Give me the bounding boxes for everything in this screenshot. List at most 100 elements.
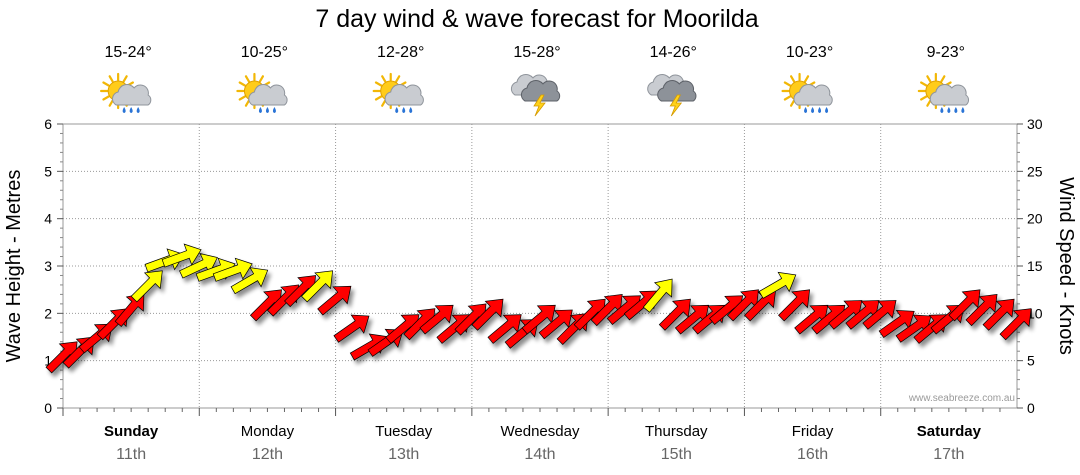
left-tick-label: 2 bbox=[44, 305, 52, 321]
rain-drop bbox=[961, 107, 965, 113]
sun-cloud-rain-icon bbox=[236, 72, 288, 113]
rain-drop bbox=[395, 107, 399, 113]
rain-drop bbox=[954, 107, 958, 113]
day-name-label: Saturday bbox=[917, 423, 982, 440]
sun-cloud-heavy-rain-icon bbox=[917, 72, 970, 113]
wind-arrow bbox=[230, 267, 269, 295]
rain-drop bbox=[804, 107, 808, 113]
wind-arrow bbox=[658, 298, 691, 331]
rain-drop bbox=[265, 107, 269, 113]
cloud bbox=[929, 84, 970, 106]
sun-ray bbox=[803, 75, 810, 83]
wind-arrow bbox=[674, 304, 710, 335]
wind-arrow bbox=[487, 314, 522, 344]
day-name-label: Monday bbox=[241, 423, 295, 440]
rain-drop bbox=[122, 107, 126, 113]
rain-drop bbox=[825, 107, 829, 113]
right-axis-label: Wind Speed - Knots bbox=[1055, 177, 1077, 355]
wind-arrow bbox=[794, 304, 829, 335]
sun-cloud-rain-icon bbox=[372, 72, 424, 113]
cloud bbox=[657, 80, 697, 102]
rain-drop bbox=[947, 107, 951, 113]
wind-arrow bbox=[862, 300, 897, 330]
sun-ray bbox=[108, 75, 114, 83]
left-tick-label: 0 bbox=[44, 400, 52, 416]
sun-ray bbox=[238, 95, 247, 101]
wind-arrow bbox=[333, 314, 370, 343]
sun-ray bbox=[920, 81, 928, 87]
day-temperature: 15-24° bbox=[104, 44, 151, 61]
wind-arrow bbox=[965, 294, 998, 327]
wind-arrow bbox=[758, 271, 797, 299]
wind-arrow bbox=[982, 298, 1015, 331]
right-tick-label: 5 bbox=[1027, 353, 1035, 369]
wind-arrow bbox=[301, 270, 334, 303]
rain-drop bbox=[811, 107, 815, 113]
day-date-label: 14th bbox=[524, 446, 555, 463]
day-temperature: 10-23° bbox=[786, 44, 833, 61]
rain-drop bbox=[818, 107, 822, 113]
sun-ray bbox=[108, 99, 114, 107]
rain-drop bbox=[940, 107, 944, 113]
cloud bbox=[248, 84, 288, 106]
left-tick-label: 4 bbox=[44, 211, 52, 227]
rain-drop bbox=[258, 107, 262, 113]
wind-arrow bbox=[130, 270, 163, 303]
day-date-label: 16th bbox=[797, 446, 828, 463]
rain-drop bbox=[409, 107, 413, 113]
left-axis-label: Wave Height - Metres bbox=[3, 170, 25, 363]
left-tick-label: 1 bbox=[44, 353, 52, 369]
watermark: www.seabreeze.com.au bbox=[908, 393, 1015, 404]
day-temperature: 12-28° bbox=[377, 44, 424, 61]
wind-arrow bbox=[642, 278, 673, 313]
right-tick-label: 30 bbox=[1027, 116, 1043, 132]
right-tick-label: 0 bbox=[1027, 400, 1035, 416]
chart-title: 7 day wind & wave forecast for Moorilda bbox=[315, 5, 758, 33]
sun-ray bbox=[374, 81, 383, 87]
wind-arrows bbox=[45, 243, 1032, 374]
sun-ray bbox=[244, 75, 251, 83]
wind-arrow bbox=[317, 285, 352, 316]
day-date-label: 11th bbox=[116, 446, 146, 463]
sun-ray bbox=[920, 95, 928, 101]
wind-arrow bbox=[726, 289, 759, 322]
day-date-label: 12th bbox=[252, 446, 283, 463]
x-axis: Sunday 11th Monday 12th Tuesday 13th Wednesday… bbox=[62, 408, 1001, 463]
day-name-label: Thursday bbox=[645, 423, 708, 440]
rain-drop bbox=[136, 107, 140, 113]
cloud bbox=[384, 84, 424, 106]
day-name-label: Sunday bbox=[104, 423, 159, 440]
day-date-label: 15th bbox=[661, 446, 692, 463]
sun-ray bbox=[102, 95, 110, 101]
left-axis: 0 1 2 3 4 5 6 bbox=[44, 116, 63, 416]
day-temperature: 14-26° bbox=[650, 44, 697, 61]
wind-arrow bbox=[590, 294, 623, 327]
sun-ray bbox=[374, 95, 383, 101]
sun-ray bbox=[926, 75, 932, 83]
sun-ray bbox=[940, 75, 946, 83]
wind-arrow bbox=[419, 304, 454, 335]
cloud bbox=[793, 84, 833, 106]
day-temperature: 15-28° bbox=[513, 44, 560, 61]
sun-ray bbox=[789, 75, 796, 83]
day-date-label: 13th bbox=[388, 446, 419, 463]
sun-ray bbox=[381, 99, 387, 107]
right-tick-label: 20 bbox=[1027, 211, 1043, 227]
sun-ray bbox=[258, 75, 265, 83]
left-tick-label: 5 bbox=[44, 163, 52, 179]
day-date-label: 17th bbox=[933, 446, 964, 463]
weather-row: 15-24° 10-25° 12-28° 15-28° 14-26° 10-23° 9-23… bbox=[100, 44, 970, 117]
right-tick-label: 25 bbox=[1027, 163, 1043, 179]
sun-ray bbox=[244, 99, 251, 107]
wind-arrow bbox=[212, 257, 253, 282]
wind-arrow bbox=[778, 289, 811, 322]
sun-ray bbox=[122, 75, 128, 83]
day-temperature: 9-23° bbox=[927, 44, 965, 61]
storm-cloud-icon bbox=[510, 74, 561, 117]
rain-drop bbox=[272, 107, 276, 113]
day-name-label: Wednesday bbox=[501, 423, 580, 440]
sun-ray bbox=[926, 99, 932, 107]
sun-ray bbox=[395, 75, 401, 83]
wind-arrow bbox=[999, 308, 1032, 341]
